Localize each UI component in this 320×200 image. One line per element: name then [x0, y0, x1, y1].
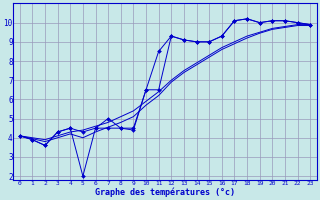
X-axis label: Graphe des températures (°c): Graphe des températures (°c) [95, 187, 235, 197]
